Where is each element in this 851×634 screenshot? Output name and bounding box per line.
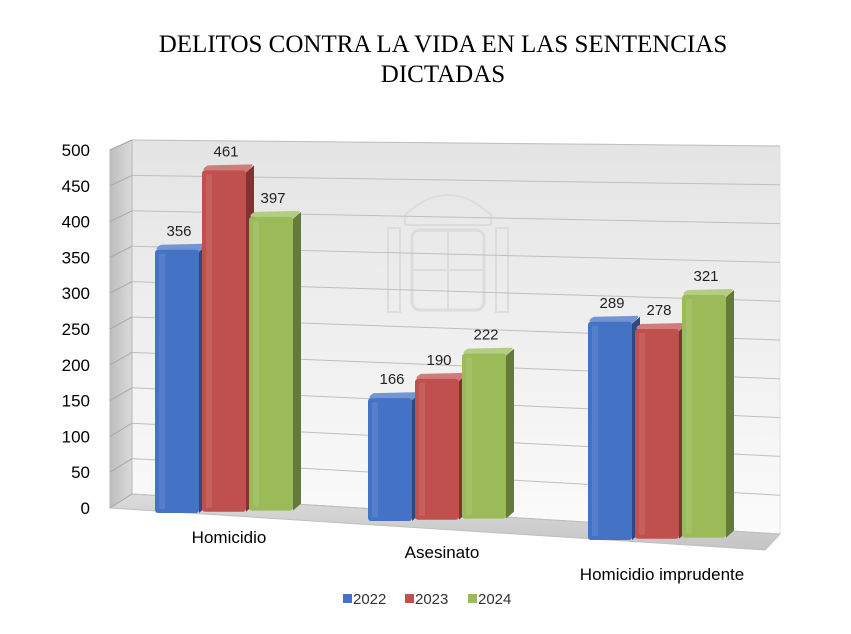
bar-homicidio-2024 [249, 210, 301, 511]
side-gridline [109, 139, 133, 151]
chart-title-line: DELITOS CONTRA LA VIDA EN LAS SENTENCIAS [159, 31, 728, 58]
side-wall [109, 139, 133, 509]
y-tick-label: 50 [71, 463, 90, 482]
bar-front [368, 398, 412, 521]
bar-homicidio-imprudente-2024 [682, 288, 734, 538]
bar-highlight [686, 298, 692, 534]
side-gridline [109, 422, 133, 437]
watermark-pillar [387, 227, 401, 313]
bar-highlight [159, 253, 165, 509]
bar-front [202, 170, 246, 512]
bar-front [155, 249, 199, 513]
bar-highlight [253, 220, 259, 507]
y-axis: 0 50 100 150 200 250 300 350 400 450 500 [62, 141, 90, 518]
legend-swatch [405, 594, 414, 603]
side-gridline [109, 493, 133, 509]
watermark-emblem [387, 194, 509, 313]
bar-homicidio-imprudente-2023 [635, 322, 687, 539]
y-tick-label: 100 [62, 427, 90, 446]
x-axis: Homicidio Asesinato Homicidio imprudente [192, 528, 745, 584]
bar-highlight [372, 402, 378, 517]
y-tick-label: 350 [62, 248, 90, 267]
bar-front [682, 294, 726, 538]
bar-homicidio-2023 [202, 164, 254, 512]
y-tick-label: 500 [62, 141, 90, 160]
bar-highlight [639, 332, 645, 535]
bar-highlight [592, 325, 598, 536]
legend: 2022 2023 2024 [343, 591, 511, 608]
bar-asesinato-2023 [415, 372, 467, 520]
side-gridline [109, 351, 133, 366]
bar-front [415, 378, 459, 520]
legend-item-2024: 2024 [468, 591, 511, 608]
data-label: 166 [379, 371, 404, 388]
gridline [131, 139, 781, 147]
bar-side [726, 289, 734, 538]
bar-front [462, 353, 506, 519]
legend-label: 2022 [353, 591, 386, 608]
side-gridline [109, 245, 133, 258]
side-gridline [109, 281, 133, 294]
watermark-pillar [495, 227, 509, 313]
side-gridline [109, 458, 133, 473]
y-tick-label: 150 [62, 392, 90, 411]
bar-asesinato-2022 [368, 392, 420, 521]
x-tick-label: Asesinato [405, 543, 480, 562]
side-gridline [109, 316, 133, 330]
data-label: 321 [693, 268, 718, 285]
y-tick-label: 200 [62, 356, 90, 375]
legend-swatch [343, 594, 352, 603]
legend-label: 2023 [415, 591, 448, 608]
legend-swatch [468, 594, 477, 603]
side-gridline [109, 210, 133, 223]
data-label: 289 [599, 295, 624, 312]
legend-label: 2024 [478, 591, 511, 608]
data-labels: 356 461 397 166 190 222 289 278 321 [166, 143, 718, 388]
bar-asesinato-2024 [462, 347, 514, 519]
data-label: 461 [213, 143, 238, 160]
bar-side [293, 211, 301, 511]
y-tick-label: 250 [62, 320, 90, 339]
y-tick-label: 0 [81, 499, 90, 518]
bar-highlight [419, 382, 425, 516]
bar-side [506, 348, 514, 519]
legend-item-2023: 2023 [405, 591, 448, 608]
bar-front [635, 328, 679, 539]
bar-homicidio-imprudente-2022 [588, 315, 640, 540]
data-label: 278 [646, 302, 671, 319]
bars [155, 164, 734, 540]
data-label: 356 [166, 223, 191, 240]
data-label: 190 [426, 352, 451, 369]
bar-front [588, 321, 632, 540]
y-tick-label: 450 [62, 177, 90, 196]
x-tick-label: Homicidio [192, 528, 267, 547]
data-label: 397 [260, 190, 285, 207]
y-tick-label: 400 [62, 213, 90, 232]
y-tick-label: 300 [62, 284, 90, 303]
bar-homicidio-2022 [155, 243, 207, 513]
bar-front [249, 216, 293, 511]
x-tick-label: Homicidio imprudente [580, 565, 744, 584]
chart-title: DELITOS CONTRA LA VIDA EN LAS SENTENCIAS… [159, 31, 728, 88]
legend-item-2022: 2022 [343, 591, 386, 608]
chart-title-line: DICTADAS [381, 61, 505, 88]
bar-highlight [206, 174, 212, 508]
side-gridline [109, 174, 133, 187]
data-label: 222 [473, 327, 498, 344]
side-gridline [109, 387, 133, 402]
bar-highlight [466, 357, 472, 515]
